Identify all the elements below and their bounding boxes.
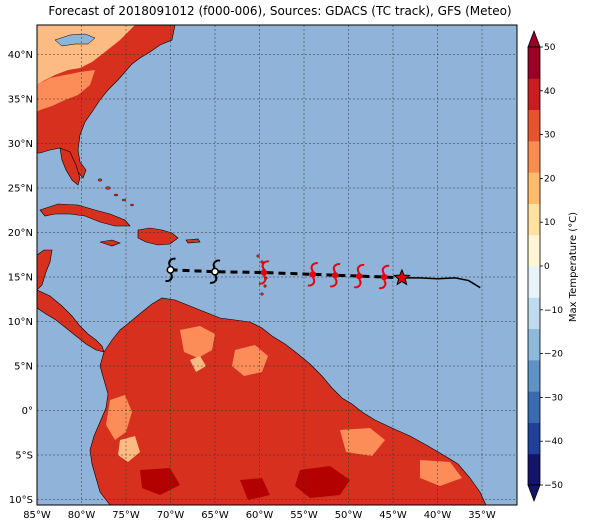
latitude-labels: 40°N 35°N 30°N 25°N 20°N 15°N 10°N 5°N 0° 5°S 10°S xyxy=(8,50,33,506)
latitude-tick-label: 10°S xyxy=(9,495,33,506)
longitude-tick-label: 45°W xyxy=(379,510,407,521)
longitude-tick-label: 60°W xyxy=(246,510,274,521)
latitude-tick-label: 10°N xyxy=(8,317,33,328)
florida-land xyxy=(59,147,81,186)
colorbar-tick-label: −10 xyxy=(544,306,563,316)
tropical-storm-marker xyxy=(165,257,176,283)
colorbar-tick-label: 20 xyxy=(544,174,556,184)
longitude-tick-label: 70°W xyxy=(157,510,185,521)
tropical-storm-marker xyxy=(209,259,221,284)
colorbar-segment xyxy=(528,78,540,111)
latitude-tick-label: 40°N xyxy=(8,50,33,61)
colorbar-tick-label: −40 xyxy=(544,437,563,447)
forecast-track-line xyxy=(170,268,402,280)
observed-track-line xyxy=(401,277,481,289)
hurricane-marker xyxy=(258,260,270,285)
current-position-star-icon xyxy=(393,268,411,286)
colorbar-segment xyxy=(528,453,540,486)
latitude-tick-label: 20°N xyxy=(8,228,33,239)
colorbar-tick-label: 10 xyxy=(544,218,556,228)
hispaniola-land xyxy=(137,227,179,246)
colorbar-tick-label: 40 xyxy=(544,87,556,97)
colorbar-tick-label: 50 xyxy=(544,43,556,53)
graticule xyxy=(36,25,517,505)
jamaica-land xyxy=(99,239,121,247)
latitude-tick-label: 25°N xyxy=(8,184,33,195)
yucatan-land xyxy=(37,249,53,291)
storm-track xyxy=(165,257,481,290)
land-layer xyxy=(37,25,487,505)
south-america-hot-patch xyxy=(106,395,132,440)
colorbar-segment xyxy=(528,391,540,423)
north-america-warm xyxy=(37,70,95,112)
longitude-tick-label: 85°W xyxy=(23,510,51,521)
hurricane-marker xyxy=(378,264,390,290)
bahamas-islands xyxy=(97,178,134,207)
colorbar-segment xyxy=(528,297,540,330)
south-america-cool-patch xyxy=(190,356,206,372)
colorbar-segment xyxy=(528,140,540,173)
longitude-labels: 85°W 80°W 75°W 70°W 65°W 60°W 55°W 50°W 45°W 40°W… xyxy=(23,510,496,521)
colorbar-segment xyxy=(528,203,540,236)
colorbar-tick-label: −30 xyxy=(544,393,563,403)
hurricane-marker xyxy=(329,263,341,288)
latitude-tick-label: 15°N xyxy=(8,273,33,284)
colorbar-tick-label: −20 xyxy=(544,350,563,360)
longitude-tick-label: 65°W xyxy=(201,510,229,521)
colorbar-segment xyxy=(528,359,540,392)
lake xyxy=(54,33,96,47)
puerto-rico-land xyxy=(185,238,201,244)
colorbar-tick-label: 0 xyxy=(544,262,550,272)
longitude-tick-label: 55°W xyxy=(290,510,318,521)
longitude-tick-label: 75°W xyxy=(112,510,140,521)
colorbar-segment xyxy=(528,266,540,298)
south-america-extreme-patch xyxy=(240,478,270,500)
colorbar-label: Max Temperature (°C) xyxy=(568,212,579,322)
colorbar-segment xyxy=(528,422,540,455)
colorbar-segment xyxy=(528,328,540,361)
hurricane-marker xyxy=(307,262,319,287)
colorbar-segment xyxy=(528,109,540,142)
colorbar-segment xyxy=(528,172,540,204)
cuba-land xyxy=(39,203,131,227)
south-america-hot-patch xyxy=(420,460,462,486)
south-america-extreme-patch xyxy=(295,466,350,498)
south-america-hot-patch xyxy=(180,326,215,358)
south-america-hot-patch xyxy=(232,345,268,376)
colorbar-segment xyxy=(528,47,540,79)
latitude-tick-label: 5°S xyxy=(15,451,33,462)
latitude-tick-label: 5°N xyxy=(14,362,33,373)
latitude-tick-label: 0° xyxy=(22,406,33,417)
colorbar-min-extension xyxy=(527,484,541,503)
longitude-tick-label: 40°W xyxy=(424,510,452,521)
longitude-tick-label: 35°W xyxy=(468,510,496,521)
latitude-tick-label: 30°N xyxy=(8,139,33,150)
colorbar: 50 40 30 20 10 0 −10 −20 −30 −40 −50 xyxy=(527,29,563,503)
south-america-hot-patch xyxy=(340,428,385,456)
hurricane-marker xyxy=(353,263,365,289)
south-america-cool-patch xyxy=(118,436,140,462)
latitude-tick-label: 35°N xyxy=(8,95,33,106)
colorbar-tick-label: −50 xyxy=(544,481,563,491)
colorbar-tick-label: 30 xyxy=(544,131,556,141)
colorbar-max-extension xyxy=(527,29,541,48)
colorbar-segment xyxy=(528,234,540,267)
map-title: Forecast of 2018091012 (f000-006), Sourc… xyxy=(48,4,512,18)
longitude-tick-label: 80°W xyxy=(68,510,96,521)
longitude-tick-label: 50°W xyxy=(335,510,363,521)
south-america-extreme-patch xyxy=(140,468,180,495)
map-frame xyxy=(36,24,518,506)
